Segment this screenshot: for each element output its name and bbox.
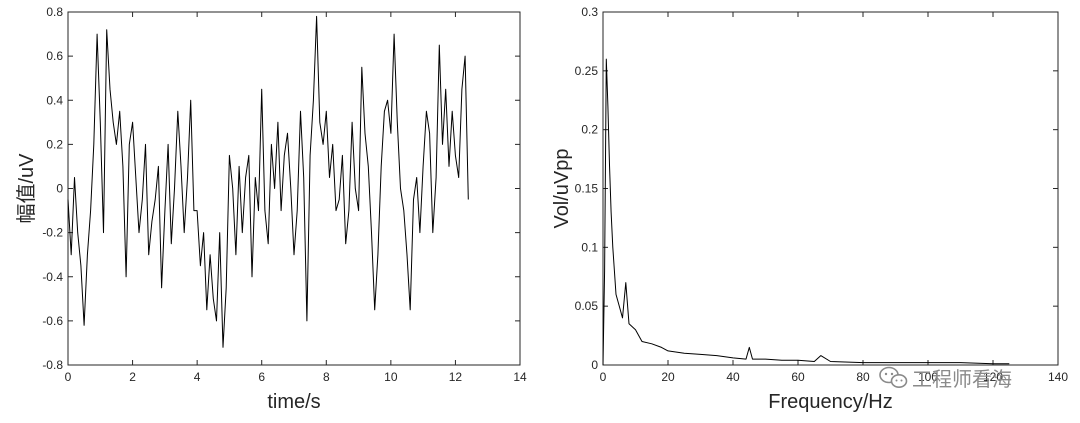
wechat-icon [879,366,908,388]
y-tick-label: 0.4 [46,93,63,107]
y-tick-label: 0.05 [575,299,599,313]
x-tick-label: 140 [1048,370,1068,384]
y-tick-label: 0.8 [46,5,63,19]
series-line-0 [602,58,1010,366]
x-tick-label: 20 [661,370,675,384]
x-tick-label: 100 [918,370,938,384]
y-tick-label: 0 [591,358,598,372]
time-signal-chart: 0 2 4 6 8 10 12 14 -0.8 -0.6 -0.4 -0.2 0 0.2 0.4 0.6 0.8… [15,5,527,413]
y-tick-label: -0.8 [42,358,63,372]
x-tick-label: 4 [194,370,201,384]
x-tick-label: 12 [449,370,463,384]
y-tick-label: 0 [56,182,63,196]
x-tick-label: 80 [856,370,870,384]
y-tick-label: 0.3 [581,5,598,19]
series-line-0 [67,15,469,348]
y-tick-label: -0.2 [42,226,63,240]
frequency-spectrum-chart: 0 20 40 60 80 100 120 140 0 0.05 0.1 0.15 0.2 0.25 0.3… [551,5,1068,413]
y-tick-label: 0.6 [46,49,63,63]
y-tick-label: 0.1 [581,240,598,254]
y-tick-label: -0.6 [42,314,63,328]
y-tick-label: 0.2 [46,137,63,151]
x-tick-label: 8 [323,370,330,384]
watermark: 工程师看海 [879,366,1012,391]
y-tick-label: -0.4 [42,270,63,284]
x-tick-label: 10 [384,370,398,384]
x-axis-label: time/s [267,391,320,413]
watermark-text: 工程师看海 [912,367,1012,391]
x-tick-label: 120 [983,370,1003,384]
x-tick-label: 0 [65,370,72,384]
x-axis-label: Frequency/Hz [768,391,893,413]
y-tick-label: 0.15 [575,182,599,196]
x-tick-label: 0 [600,370,607,384]
y-axis-label: 幅值/uV [15,153,38,224]
y-tick-label: 0.2 [581,123,598,137]
x-tick-label: 14 [513,370,527,384]
y-tick-label: 0.25 [575,64,599,78]
y-axis-label: Vol/uVpp [551,148,573,228]
x-tick-label: 2 [129,370,136,384]
x-tick-label: 40 [726,370,740,384]
x-tick-label: 6 [258,370,265,384]
x-tick-label: 60 [791,370,805,384]
